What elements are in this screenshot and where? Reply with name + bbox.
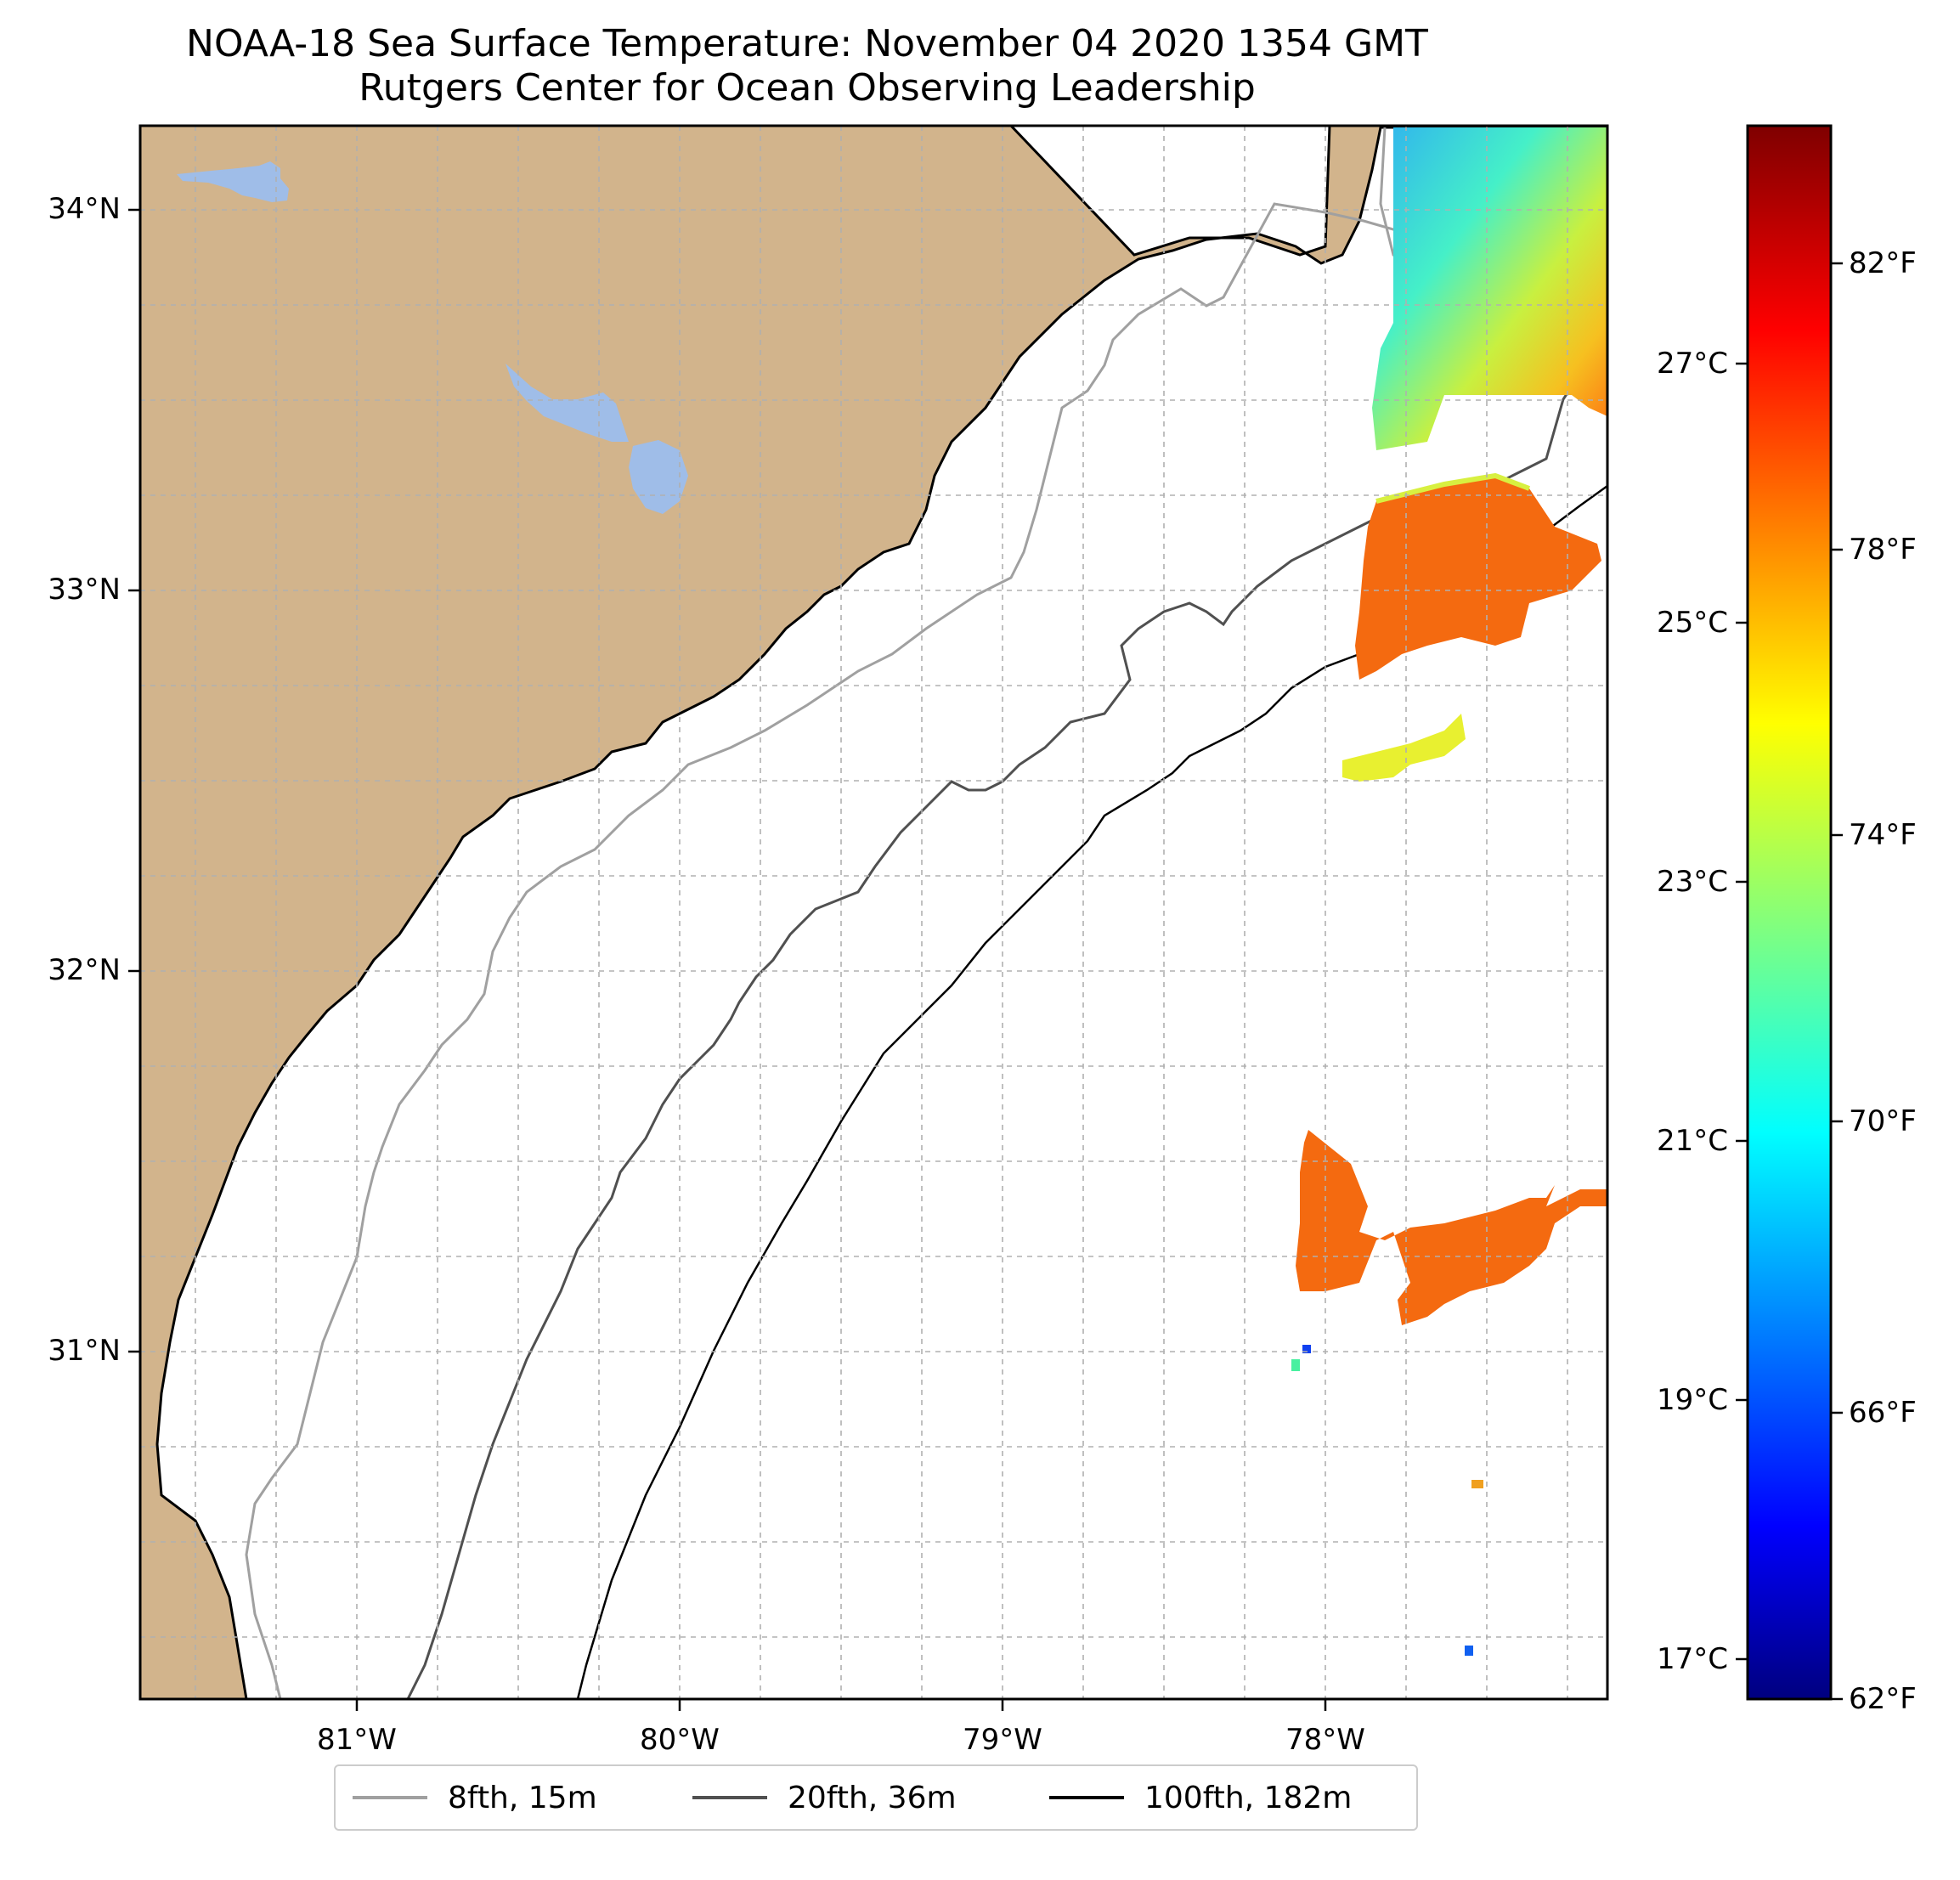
cbar-fahrenheit-74: 74°F: [1849, 818, 1917, 852]
sst-speck-2: [1302, 1345, 1311, 1353]
legend-swatch-20fth: [692, 1796, 767, 1799]
map-title: NOAA-18 Sea Surface Temperature: Novembe…: [186, 22, 1428, 65]
cbar-fahrenheit-62: 62°F: [1849, 1682, 1917, 1716]
sst-patch-south: [1296, 1130, 1607, 1325]
cbar-fahrenheit-66: 66°F: [1849, 1396, 1917, 1430]
sst-patch-small: [1342, 714, 1466, 782]
cbar-fahrenheit-70: 70°F: [1849, 1104, 1917, 1138]
legend-item-8fth: 8fth, 15m: [353, 1766, 597, 1829]
lat-label-32n: 32°N: [48, 953, 121, 987]
lat-label-34n: 34°N: [48, 192, 121, 226]
contour-legend: 8fth, 15m 20fth, 36m 100fth, 182m: [334, 1764, 1418, 1831]
cbar-fahrenheit-78: 78°F: [1849, 533, 1917, 567]
cbar-celsius-23: 23°C: [1656, 865, 1728, 899]
lon-label-78w: 78°W: [1285, 1723, 1365, 1757]
legend-item-100fth: 100fth, 182m: [1049, 1766, 1352, 1829]
lake-moultrie: [506, 364, 629, 442]
lon-label-79w: 79°W: [963, 1723, 1042, 1757]
lat-label-31n: 31°N: [48, 1334, 121, 1368]
cbar-celsius-17: 17°C: [1656, 1642, 1728, 1676]
lake-marion: [177, 161, 289, 202]
cbar-celsius-21: 21°C: [1656, 1124, 1728, 1158]
cbar-celsius-27: 27°C: [1656, 347, 1728, 381]
legend-label-100fth: 100fth, 182m: [1144, 1780, 1353, 1815]
cbar-celsius-19: 19°C: [1656, 1383, 1728, 1417]
lon-label-80w: 80°W: [640, 1723, 720, 1757]
legend-item-20fth: 20fth, 36m: [692, 1766, 957, 1829]
legend-label-20fth: 20fth, 36m: [788, 1780, 957, 1815]
gridlines: [140, 126, 1607, 1699]
lat-label-33n: 33°N: [48, 573, 121, 607]
axis-ticks: [128, 208, 1327, 1711]
cbar-fahrenheit-82: 82°F: [1849, 246, 1917, 280]
sst-speck-4: [1465, 1646, 1473, 1656]
plot-frame: [138, 124, 1609, 1701]
contour-8fth: [245, 127, 1446, 1699]
colorbar-ticks: [1736, 262, 1843, 1701]
sst-patch-northeast: [1372, 127, 1607, 450]
legend-swatch-100fth: [1049, 1796, 1124, 1799]
sst-patch-central: [1355, 476, 1601, 680]
colorbar: [1746, 124, 1833, 1701]
legend-swatch-8fth: [353, 1796, 427, 1799]
land-mass: [140, 126, 1607, 1699]
map-subtitle: Rutgers Center for Ocean Observing Leade…: [359, 66, 1256, 110]
sst-speck-3: [1471, 1480, 1483, 1488]
lon-label-81w: 81°W: [317, 1723, 397, 1757]
sst-patch-central-rim: [1375, 472, 1531, 504]
cbar-celsius-25: 25°C: [1656, 606, 1728, 640]
legend-label-8fth: 8fth, 15m: [448, 1780, 597, 1815]
sst-speck-1: [1291, 1359, 1300, 1371]
